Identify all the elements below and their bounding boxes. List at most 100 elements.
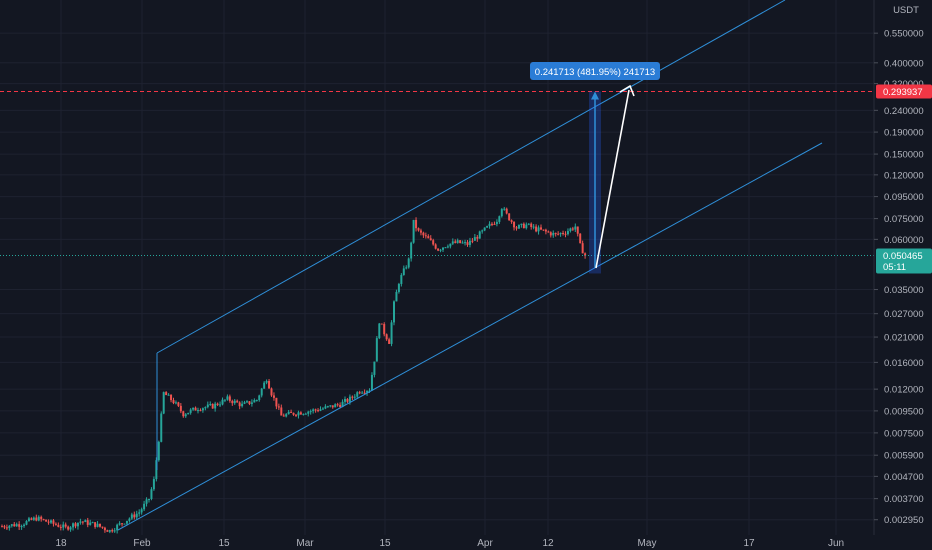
candle-body-174 [427,236,430,239]
measure-label-box[interactable] [530,62,660,80]
candle-body-10 [25,521,28,525]
channel-lower-line[interactable] [117,142,823,531]
measure-arrow-head [591,91,599,100]
price-tick-label-3: 0.240000 [884,106,924,117]
candle-body-72 [177,402,180,406]
candle-body-180 [442,247,444,250]
candle-body-175 [429,238,432,241]
candle-body-55 [135,513,138,518]
candle-body-107 [263,382,266,389]
candle-body-194 [476,237,479,239]
candle-body-195 [478,231,481,239]
candle-body-179 [439,249,442,251]
candle-body-125 [307,411,310,414]
candle-body-132 [324,406,327,409]
candle-body-200 [491,223,493,225]
candle-body-120 [295,414,297,416]
candle-body-82 [201,408,204,411]
price-tick-label-4: 0.190000 [884,128,924,139]
current-price-countdown: 05:11 [883,262,906,273]
candle-body-17 [42,519,45,521]
candle-body-30 [74,523,77,527]
price-tick-label-12: 0.021000 [884,333,924,344]
candle-body-211 [517,224,520,229]
candle-body-207 [508,213,511,221]
candle-body-238 [584,253,587,256]
candle-body-16 [40,516,43,520]
candle-body-48 [118,523,121,525]
candle-body-229 [562,232,565,234]
candle-body-47 [116,524,119,531]
candle-body-168 [412,219,415,243]
candle-body-204 [500,209,503,217]
candle-body-163 [400,274,403,284]
candle-body-192 [471,240,474,242]
candle-body-92 [226,396,229,400]
projection-arrow-line[interactable] [595,89,630,269]
candle-body-224 [549,232,552,236]
candle-body-172 [422,232,425,236]
candle-body-148 [363,392,366,394]
candle-body-81 [199,410,202,412]
candle-body-51 [125,520,128,524]
candle-body-69 [170,394,173,401]
candle-body-39 [96,523,99,527]
candle-body-202 [495,221,498,225]
candle-body-183 [449,243,452,247]
channel-upper-line[interactable] [156,0,786,354]
candle-body-32 [79,521,82,523]
price-tick-label-18: 0.004700 [884,472,924,483]
candle-body-109 [268,381,271,389]
candle-body-155 [380,323,383,325]
time-tick-label-8: 17 [743,538,755,549]
time-axis[interactable] [0,535,932,550]
candle-body-222 [544,229,547,232]
current-price-badge [876,248,932,274]
candle-body-108 [265,381,268,383]
candle-body-103 [253,400,256,403]
candle-body-63 [155,460,158,480]
candle-body-133 [326,406,329,408]
candle-body-236 [579,233,582,244]
price-tick-label-11: 0.027000 [884,309,924,320]
candle-body-233 [571,228,574,230]
candle-body-215 [527,223,530,225]
candle-body-75 [184,414,187,417]
candle-body-77 [189,409,192,413]
candle-body-159 [390,322,393,344]
candle-body-56 [138,512,141,514]
candle-body-199 [488,223,491,227]
time-tick-label-4: 15 [379,538,391,549]
candle-body-117 [287,411,290,415]
candle-body-145 [356,392,359,397]
price-tick-label-16: 0.007500 [884,428,924,439]
candle-body-121 [297,412,300,416]
candle-body-115 [282,415,285,417]
candle-body-43 [106,530,109,532]
price-tick-label-9: 0.060000 [884,235,924,246]
candle-body-15 [37,516,40,521]
candle-body-73 [179,405,182,412]
candle-body-184 [451,241,454,244]
candle-body-140 [344,399,346,402]
candle-body-186 [456,240,459,243]
candle-body-20 [50,520,52,523]
candle-body-128 [314,409,317,411]
candle-body-97 [238,402,241,407]
candle-body-76 [187,412,190,415]
candle-body-165 [405,267,408,269]
candle-body-31 [76,522,79,527]
target-price-badge-text: 0.293937 [883,87,923,98]
candle-body-57 [140,509,143,513]
price-tick-label-8: 0.075000 [884,214,924,225]
candle-body-127 [312,409,315,412]
candle-body-65 [160,413,163,442]
candle-body-44 [108,530,111,532]
candle-body-78 [192,407,195,410]
candle-body-95 [233,400,236,404]
time-tick-label-9: Jun [828,538,844,549]
candle-body-218 [535,226,538,232]
candle-body-212 [520,223,523,225]
